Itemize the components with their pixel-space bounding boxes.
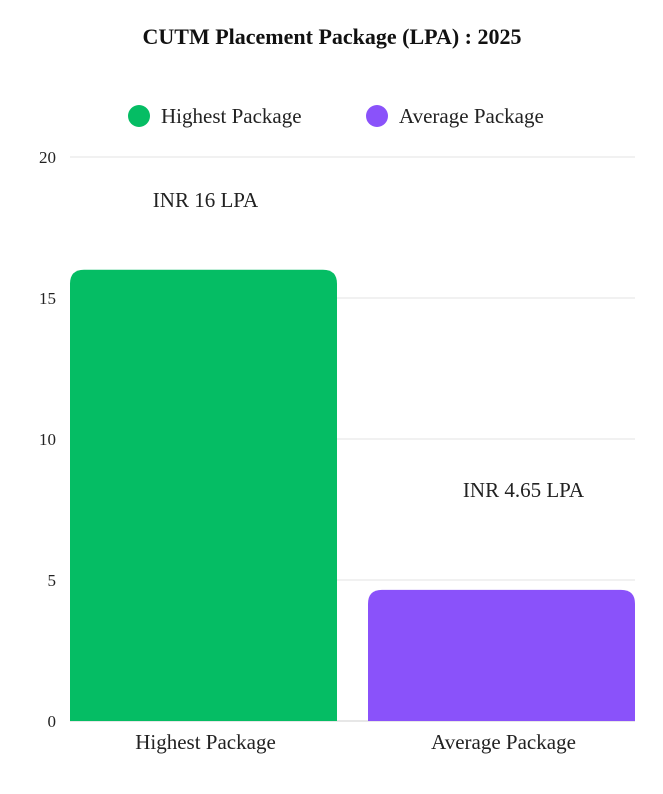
legend-swatch-average (366, 105, 388, 127)
bar-highest-package (70, 269, 337, 721)
y-tick-label: 15 (39, 289, 56, 308)
y-tick-label: 10 (39, 430, 56, 449)
data-label: INR 16 LPA (153, 188, 259, 212)
chart-title: CUTM Placement Package (LPA) : 2025 (143, 24, 522, 49)
legend-label-highest: Highest Package (161, 104, 302, 128)
y-tick-label: 5 (48, 571, 57, 590)
legend: Highest Package Average Package (128, 104, 544, 128)
data-labels: INR 16 LPA INR 4.65 LPA (153, 188, 585, 502)
x-tick-label: Average Package (431, 730, 576, 754)
bars (70, 269, 635, 721)
legend-label-average: Average Package (399, 104, 544, 128)
bar-average-package (368, 589, 635, 721)
legend-swatch-highest (128, 105, 150, 127)
x-tick-label: Highest Package (135, 730, 276, 754)
x-axis-labels: Highest Package Average Package (135, 730, 576, 754)
y-tick-label: 20 (39, 148, 56, 167)
legend-item-average[interactable]: Average Package (366, 104, 544, 128)
legend-item-highest[interactable]: Highest Package (128, 104, 302, 128)
y-tick-label: 0 (48, 712, 57, 731)
data-label: INR 4.65 LPA (463, 478, 585, 502)
y-axis-ticks: 0 5 10 15 20 (39, 148, 56, 731)
